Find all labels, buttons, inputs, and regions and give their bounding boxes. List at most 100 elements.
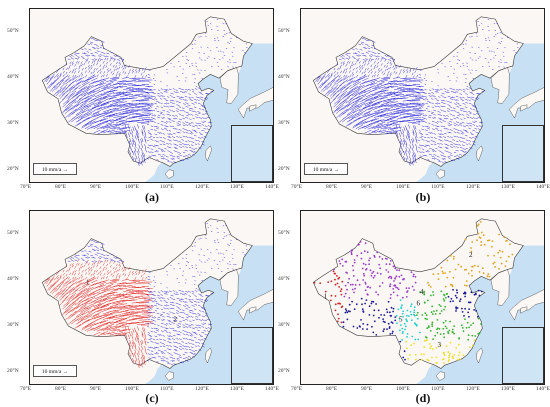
velocity-arrow (113, 293, 121, 296)
velocity-arrow (163, 127, 167, 130)
cluster-point (473, 339, 476, 342)
velocity-arrow (75, 109, 84, 115)
velocity-arrow (134, 135, 137, 140)
cluster-point (464, 307, 466, 310)
cluster-point (341, 280, 344, 283)
cluster-point (375, 334, 378, 336)
velocity-arrow (184, 345, 188, 348)
velocity-arrow (90, 52, 94, 55)
velocity-arrow (424, 114, 428, 116)
velocity-arrow (210, 292, 213, 295)
velocity-arrow (85, 261, 88, 263)
velocity-arrow (420, 133, 424, 135)
velocity-arrow (58, 281, 65, 288)
velocity-arrow (471, 104, 475, 106)
velocity-arrow (135, 270, 137, 274)
velocity-arrow (342, 58, 345, 60)
map-frame: 10 mm/a → (29, 8, 274, 183)
velocity-arrow (386, 130, 395, 133)
velocity-arrow (165, 129, 169, 131)
velocity-arrow (396, 94, 405, 96)
velocity-arrow (107, 129, 115, 133)
velocity-arrow (118, 263, 121, 267)
velocity-arrow (357, 51, 361, 53)
velocity-arrow (453, 155, 457, 158)
map-frame: 10 mm/a → (300, 8, 545, 183)
velocity-arrow (49, 277, 55, 284)
velocity-arrow (443, 157, 446, 160)
cluster-point (464, 284, 466, 287)
velocity-arrow (62, 101, 70, 108)
velocity-arrow (129, 347, 132, 352)
velocity-arrow (395, 102, 405, 105)
velocity-arrow (389, 116, 398, 119)
velocity-arrow (179, 298, 183, 301)
velocity-arrow (456, 124, 460, 126)
velocity-arrow (368, 82, 376, 86)
velocity-arrow (94, 260, 98, 262)
velocity-arrow (437, 111, 441, 113)
velocity-arrow (354, 117, 362, 122)
cluster-point (505, 260, 508, 263)
velocity-arrow (459, 93, 462, 95)
velocity-arrow (425, 144, 429, 147)
velocity-arrow (365, 43, 368, 46)
cluster-point (468, 308, 470, 310)
velocity-arrow (106, 111, 115, 115)
cluster-point (480, 323, 482, 325)
velocity-arrow (83, 280, 91, 284)
velocity-arrow (55, 84, 61, 90)
velocity-arrow (194, 143, 198, 145)
velocity-arrow (330, 74, 333, 77)
velocity-arrow (417, 103, 421, 106)
velocity-arrow (147, 315, 151, 317)
velocity-arrow (190, 132, 194, 134)
velocity-arrow (82, 319, 90, 324)
velocity-arrow (107, 104, 116, 108)
velocity-arrow (377, 68, 380, 71)
lon-tick-label: 110°E (160, 184, 174, 190)
velocity-arrow (84, 326, 92, 331)
velocity-arrow (83, 287, 91, 292)
velocity-arrow (91, 77, 98, 82)
velocity-arrow (198, 147, 202, 149)
velocity-arrow (87, 245, 91, 248)
velocity-arrow (118, 101, 127, 104)
velocity-arrow (441, 158, 445, 160)
velocity-arrow (335, 107, 343, 114)
velocity-arrow (178, 334, 181, 336)
velocity-arrow (68, 77, 75, 82)
cluster-point (492, 262, 495, 265)
cluster-point (401, 339, 403, 341)
velocity-arrow (175, 140, 179, 142)
cluster-point (348, 303, 351, 306)
cluster-point (426, 327, 429, 330)
velocity-arrow (453, 131, 456, 133)
velocity-arrow (113, 261, 116, 264)
velocity-arrow (88, 276, 95, 281)
velocity-arrow (132, 70, 134, 74)
velocity-arrow (85, 272, 87, 275)
velocity-arrow (97, 106, 106, 110)
cluster-point (464, 292, 467, 295)
velocity-arrow (91, 113, 100, 118)
velocity-arrow (463, 154, 466, 156)
velocity-arrow (395, 107, 405, 109)
velocity-arrow (169, 154, 173, 157)
cluster-point (465, 326, 468, 329)
velocity-arrow (420, 89, 424, 91)
velocity-arrow (190, 108, 194, 110)
velocity-arrow (411, 72, 414, 76)
velocity-arrow (154, 133, 158, 136)
cluster-point (437, 273, 440, 275)
velocity-arrow (74, 269, 77, 273)
velocity-arrow (176, 297, 180, 300)
velocity-arrow (53, 77, 60, 83)
velocity-arrow (415, 133, 418, 139)
velocity-arrow (131, 297, 140, 299)
velocity-arrow (102, 74, 105, 78)
velocity-arrow (375, 111, 384, 115)
velocity-arrow (179, 320, 182, 323)
velocity-arrow (132, 281, 140, 283)
cluster-point (402, 310, 404, 313)
